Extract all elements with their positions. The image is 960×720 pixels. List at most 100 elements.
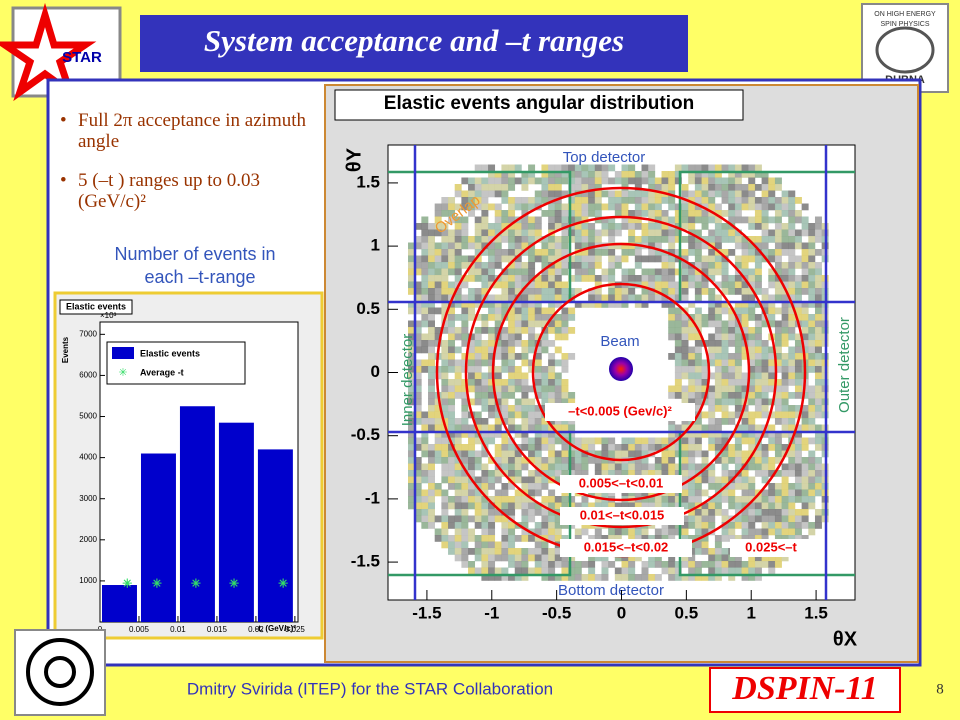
density-cell <box>514 301 522 308</box>
density-cell <box>448 431 456 438</box>
density-cell <box>774 242 782 250</box>
density-cell <box>554 554 562 562</box>
density-cell <box>454 372 462 380</box>
density-cell <box>428 314 435 321</box>
density-cell <box>514 236 522 243</box>
density-cell <box>494 210 502 217</box>
density-cell <box>554 262 562 269</box>
density-cell <box>654 470 662 477</box>
density-cell <box>468 366 476 373</box>
density-cell <box>548 457 556 464</box>
density-cell <box>754 554 762 562</box>
density-cell <box>554 398 562 406</box>
density-cell <box>808 340 816 347</box>
density-cell <box>501 450 509 458</box>
density-cell <box>621 190 629 198</box>
density-cell <box>654 437 662 445</box>
density-cell <box>528 548 536 555</box>
density-cell <box>474 554 482 562</box>
density-cell <box>588 197 596 204</box>
density-cell <box>728 398 736 406</box>
density-cell <box>808 294 816 302</box>
density-cell <box>734 177 742 185</box>
density-cell <box>534 437 542 445</box>
density-cell <box>554 171 562 178</box>
density-cell <box>674 171 682 178</box>
density-cell <box>668 177 676 185</box>
density-cell <box>414 294 422 302</box>
density-cell <box>721 405 729 412</box>
density-cell <box>501 405 509 412</box>
density-cell <box>541 548 549 555</box>
density-cell <box>581 268 589 276</box>
density-cell <box>628 236 636 243</box>
density-cell <box>541 483 549 490</box>
density-cell <box>801 203 809 211</box>
density-cell <box>501 515 509 523</box>
density-cell <box>734 288 742 295</box>
density-cell <box>614 301 622 308</box>
density-cell <box>534 359 542 367</box>
density-cell <box>761 405 769 412</box>
density-cell <box>514 353 522 360</box>
density-cell <box>494 203 502 211</box>
density-cell <box>641 275 649 282</box>
density-cell <box>461 509 469 516</box>
density-cell <box>468 385 476 393</box>
density-cell <box>708 463 716 471</box>
density-cell <box>581 301 589 308</box>
density-cell <box>468 236 476 243</box>
density-cell <box>594 288 602 295</box>
density-cell <box>588 301 596 308</box>
density-cell <box>721 470 729 477</box>
density-cell <box>641 197 649 204</box>
angular-xlabel: θX <box>833 628 858 650</box>
density-cell <box>808 424 816 432</box>
density-cell <box>628 268 636 276</box>
density-cell <box>494 216 502 224</box>
density-cell <box>554 437 562 445</box>
density-cell <box>634 255 642 263</box>
x-tick-label: 0.025 <box>285 625 306 634</box>
density-cell <box>441 275 449 282</box>
density-cell <box>714 372 722 380</box>
density-cell <box>481 489 489 497</box>
density-cell <box>681 255 689 263</box>
density-cell <box>414 379 422 386</box>
density-cell <box>621 164 629 172</box>
density-cell <box>514 164 522 172</box>
star-text: STAR <box>62 49 102 66</box>
density-cell <box>774 502 782 510</box>
density-cell <box>454 366 462 373</box>
density-cell <box>694 353 702 360</box>
density-cell <box>741 431 749 438</box>
density-cell <box>481 229 489 237</box>
density-cell <box>648 210 656 217</box>
density-cell <box>501 184 509 191</box>
density-cell <box>554 210 562 217</box>
density-cell <box>568 470 576 477</box>
density-cell <box>494 431 502 438</box>
density-cell <box>768 496 776 503</box>
density-cell <box>534 411 542 419</box>
density-cell <box>521 535 529 542</box>
density-cell <box>674 437 682 445</box>
density-cell <box>634 262 642 269</box>
density-cell <box>714 457 722 464</box>
density-cell <box>521 177 529 185</box>
density-cell <box>788 281 796 289</box>
density-cell <box>521 561 529 568</box>
density-cell <box>681 418 689 425</box>
density-cell <box>574 171 582 178</box>
density-cell <box>594 437 602 445</box>
density-cell <box>494 515 502 523</box>
range-label: 0.01<–t<0.015 <box>580 507 665 522</box>
density-cell <box>781 496 789 503</box>
density-cell <box>508 281 516 289</box>
density-cell <box>534 346 542 354</box>
density-cell <box>468 268 476 276</box>
density-cell <box>508 457 516 464</box>
density-cell <box>781 359 789 367</box>
density-cell <box>674 177 682 185</box>
density-cell <box>708 210 716 217</box>
